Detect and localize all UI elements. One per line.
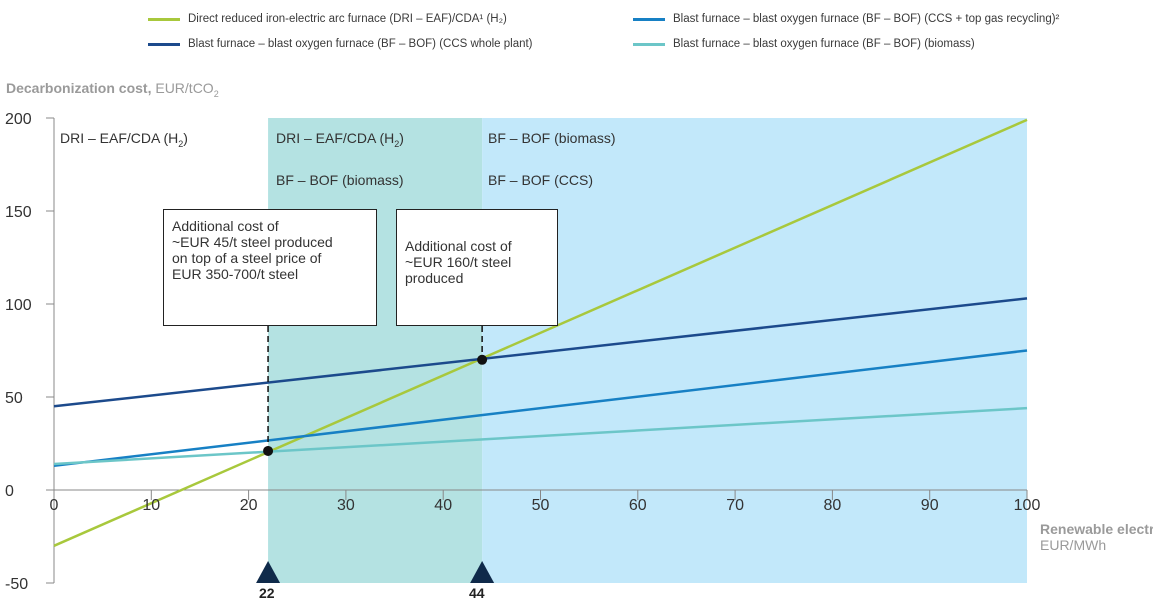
legend-label-dri-eaf: Direct reduced iron-electric arc furnace… bbox=[188, 13, 507, 25]
y-tick-label: 100 bbox=[5, 297, 32, 314]
region-band-1 bbox=[482, 118, 1027, 583]
series-line-1 bbox=[53, 349, 1028, 468]
region-mid-label-1-text: DRI – EAF/CDA (H bbox=[276, 130, 395, 146]
y-axis-title-unit: EUR/tCO bbox=[155, 80, 214, 96]
annotation-22-line-3: on top of a steel price of bbox=[172, 250, 322, 266]
marker-label-44: 44 bbox=[469, 585, 485, 601]
x-tick-label: 10 bbox=[142, 497, 160, 514]
x-axis-title-bold: Renewable electricity, bbox=[1040, 521, 1153, 537]
legend-item-bf-bof-ccs-whole: Blast furnace – blast oxygen furnace (BF… bbox=[148, 38, 533, 50]
region-mid-label-2: BF – BOF (biomass) bbox=[276, 172, 404, 188]
annotation-44-line-1: Additional cost of bbox=[405, 238, 512, 254]
intersection-point-44 bbox=[477, 354, 488, 365]
legend-item-bf-bof-ccs-tgr: Blast furnace – blast oxygen furnace (BF… bbox=[633, 13, 1059, 25]
legend-swatch-bf-bof-ccs-tgr bbox=[633, 17, 665, 21]
legend-swatch-dri-eaf bbox=[148, 17, 180, 21]
region-left-label-paren: ) bbox=[183, 130, 188, 146]
annotation-22-line-1: Additional cost of bbox=[172, 218, 279, 234]
x-axis-title: Renewable electricity, EUR/MWh bbox=[1040, 521, 1153, 553]
annotation-22-line-4: EUR 350-700/t steel bbox=[172, 266, 299, 282]
legend-swatch-bf-bof-ccs-whole bbox=[148, 42, 180, 46]
x-tick-label: 0 bbox=[50, 497, 59, 514]
x-tick-label: 70 bbox=[726, 497, 744, 514]
region-mid-label-1: DRI – EAF/CDA (H2) bbox=[276, 130, 404, 149]
region-left-label: DRI – EAF/CDA (H2) bbox=[60, 130, 188, 149]
legend-label-bf-bof-ccs-tgr: Blast furnace – blast oxygen furnace (BF… bbox=[673, 13, 1060, 25]
legend-label-bf-bof-biomass: Blast furnace – blast oxygen furnace (BF… bbox=[673, 38, 975, 50]
legend-label-bf-bof-ccs-whole: Blast furnace – blast oxygen furnace (BF… bbox=[188, 38, 533, 50]
x-tick-label: 90 bbox=[921, 497, 939, 514]
x-tick-label: 30 bbox=[337, 497, 355, 514]
region-mid-label-1-sub: 2 bbox=[394, 138, 400, 149]
x-tick-label: 60 bbox=[629, 497, 647, 514]
legend-swatch-bf-bof-biomass bbox=[633, 42, 665, 46]
y-axis-title: Decarbonization cost, EUR/tCO2 bbox=[6, 80, 219, 99]
annotation-44-line-2: ~EUR 160/t steel bbox=[405, 254, 512, 270]
x-tick-label: 50 bbox=[532, 497, 550, 514]
legend-item-bf-bof-biomass: Blast furnace – blast oxygen furnace (BF… bbox=[633, 38, 975, 50]
y-tick-label: -50 bbox=[5, 576, 28, 593]
x-tick-label: 20 bbox=[240, 497, 258, 514]
y-tick-label: 0 bbox=[5, 483, 14, 500]
threshold-triangle-22 bbox=[256, 561, 281, 583]
region-band-0 bbox=[268, 118, 483, 583]
annotation-box-44: Additional cost of ~EUR 160/t steel prod… bbox=[396, 209, 558, 326]
annotation-22-line-2: ~EUR 45/t steel produced bbox=[172, 234, 333, 250]
y-axis-title-bold: Decarbonization cost, bbox=[6, 80, 152, 96]
threshold-triangle-44 bbox=[470, 561, 495, 583]
region-right-label-2: BF – BOF (CCS) bbox=[488, 172, 594, 188]
x-tick-label: 40 bbox=[434, 497, 452, 514]
series-line-2 bbox=[53, 297, 1028, 408]
marker-label-22: 22 bbox=[259, 585, 275, 601]
legend-item-dri-eaf: Direct reduced iron-electric arc furnace… bbox=[148, 13, 507, 25]
annotation-box-22: Additional cost of ~EUR 45/t steel produ… bbox=[163, 209, 377, 326]
series-line-0 bbox=[53, 118, 1028, 547]
x-axis-title-unit: EUR/MWh bbox=[1040, 537, 1107, 553]
series-line-3 bbox=[53, 406, 1028, 466]
y-axis-title-unit-sub: 2 bbox=[213, 88, 219, 99]
x-tick-label: 80 bbox=[824, 497, 842, 514]
y-tick-label: 150 bbox=[5, 204, 32, 221]
region-left-label-sub: 2 bbox=[178, 138, 184, 149]
region-mid-label-1-paren: ) bbox=[399, 130, 404, 146]
annotation-44-line-3: produced bbox=[405, 270, 464, 286]
y-tick-label: 50 bbox=[5, 390, 23, 407]
x-tick-label: 100 bbox=[1014, 497, 1041, 514]
y-tick-label: 200 bbox=[5, 111, 32, 128]
region-right-label-1: BF – BOF (biomass) bbox=[488, 130, 616, 146]
region-left-label-text: DRI – EAF/CDA (H bbox=[60, 130, 179, 146]
intersection-point-22 bbox=[263, 445, 274, 456]
